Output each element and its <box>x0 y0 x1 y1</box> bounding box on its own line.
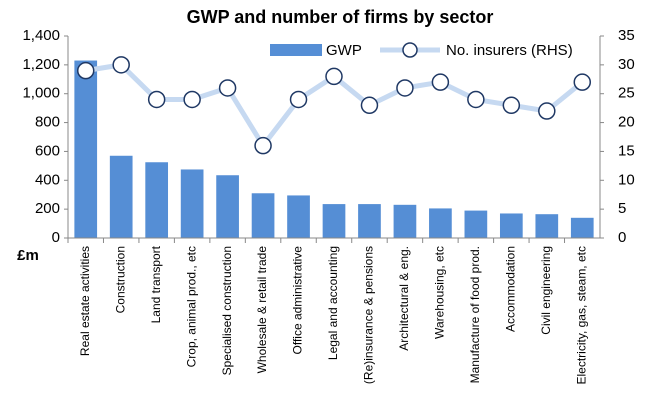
legend-marker <box>402 42 418 58</box>
y-tick-label: 200 <box>35 200 60 217</box>
bar <box>109 155 133 238</box>
bar <box>570 217 594 238</box>
x-tick-label: Specialised construction <box>220 246 234 375</box>
bar <box>358 204 381 238</box>
y2-tick-label: 5 <box>618 200 626 217</box>
y2-tick-label: 10 <box>618 171 635 188</box>
y-tick-label: 400 <box>35 171 60 188</box>
x-tick-label: Electricity, gas, steam, etc <box>574 246 588 385</box>
bar <box>216 175 239 238</box>
x-tick-label: Land transport <box>149 245 163 323</box>
x-tick-label: Legal and accounting <box>326 246 340 360</box>
bar <box>429 208 452 238</box>
y-tick-label: 0 <box>52 229 60 246</box>
y-tick-label: 800 <box>35 114 60 131</box>
y-tick-label: 1,200 <box>22 56 60 73</box>
x-tick-label: Warehousing, etc <box>433 246 447 339</box>
chart-title: GWP and number of firms by sector <box>187 7 494 27</box>
y2-tick-label: 30 <box>618 56 635 73</box>
x-tick-label: Real estate activities <box>78 246 92 356</box>
x-tick-label: Office administrative <box>291 246 305 355</box>
line-marker <box>538 102 556 120</box>
bar <box>393 204 417 238</box>
bar <box>251 193 275 238</box>
x-tick-label: (Re)insurance & pensions <box>362 246 376 384</box>
line-marker <box>218 79 237 97</box>
x-tick-label: Architectural & eng. <box>397 246 411 351</box>
line-marker <box>183 90 201 109</box>
line-marker <box>112 56 130 74</box>
y2-tick-label: 15 <box>618 142 635 159</box>
line-marker <box>254 136 272 155</box>
bar <box>180 169 204 238</box>
y-axis-unit: £m <box>17 247 39 264</box>
line-marker <box>360 96 379 115</box>
line-marker <box>431 73 450 91</box>
legend-swatch <box>270 44 322 56</box>
legend-label: No. insurers (RHS) <box>446 42 573 59</box>
line-marker <box>325 67 343 86</box>
y-tick-label: 1,400 <box>22 27 60 44</box>
bar <box>287 195 310 238</box>
y2-tick-label: 25 <box>618 85 635 102</box>
legend-label: GWP <box>326 42 362 59</box>
y-tick-label: 600 <box>35 142 60 159</box>
x-tick-label: Construction <box>113 246 127 313</box>
x-tick-label: Civil engineering <box>539 246 553 335</box>
bar <box>535 214 559 238</box>
x-tick-label: Accommodation <box>504 246 518 332</box>
line-marker <box>76 61 95 80</box>
y2-tick-label: 0 <box>618 229 626 246</box>
y2-tick-label: 35 <box>618 27 635 44</box>
bar <box>464 210 488 238</box>
line-marker <box>396 79 414 97</box>
bar <box>145 162 169 238</box>
bar <box>499 213 523 238</box>
bar <box>322 204 346 238</box>
y-tick-label: 1,000 <box>22 85 60 102</box>
y2-tick-label: 20 <box>618 114 635 131</box>
line-marker <box>147 90 166 109</box>
line-marker <box>502 96 521 115</box>
line-marker <box>467 90 485 109</box>
x-tick-label: Wholesale & retail trade <box>255 246 269 374</box>
x-tick-label: Manufacture of food prod. <box>468 246 482 383</box>
line-marker <box>573 73 592 91</box>
x-tick-label: Crop, animal prod., etc <box>184 246 198 367</box>
line-marker <box>289 90 308 109</box>
bar <box>74 60 98 239</box>
